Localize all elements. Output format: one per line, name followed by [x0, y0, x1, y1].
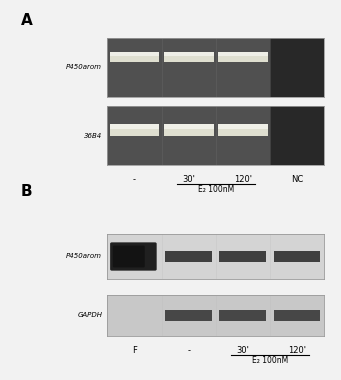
Text: GAPDH: GAPDH: [77, 312, 102, 318]
Bar: [218, 124, 268, 136]
Bar: [270, 38, 324, 97]
Bar: [164, 124, 213, 129]
Bar: [218, 124, 268, 129]
Bar: [165, 252, 212, 261]
Text: NC: NC: [291, 175, 303, 184]
FancyBboxPatch shape: [113, 245, 145, 268]
Text: 120': 120': [288, 346, 306, 355]
Text: 30': 30': [236, 346, 249, 355]
Text: A: A: [20, 13, 32, 28]
Bar: [220, 310, 266, 321]
Text: -: -: [133, 175, 136, 184]
Bar: [164, 124, 213, 136]
FancyBboxPatch shape: [110, 242, 157, 271]
Bar: [109, 52, 159, 62]
Bar: [270, 106, 324, 165]
Text: F: F: [132, 346, 137, 355]
Bar: [164, 52, 213, 56]
Text: E₂ 100nM: E₂ 100nM: [197, 185, 234, 195]
Text: 120': 120': [234, 175, 252, 184]
Text: 30': 30': [182, 175, 195, 184]
Bar: [220, 252, 266, 261]
Bar: [218, 52, 268, 56]
Bar: [109, 124, 159, 136]
Bar: [165, 310, 212, 321]
Text: P450arom: P450arom: [66, 253, 102, 260]
Text: E₂ 100nM: E₂ 100nM: [252, 356, 288, 366]
Bar: [218, 52, 268, 62]
Text: 36B4: 36B4: [84, 133, 102, 139]
Text: B: B: [20, 184, 32, 199]
Bar: [109, 124, 159, 129]
Text: P450arom: P450arom: [66, 65, 102, 70]
Text: -: -: [187, 346, 190, 355]
Bar: [273, 310, 320, 321]
Bar: [273, 252, 320, 261]
Bar: [164, 52, 213, 62]
Bar: [109, 52, 159, 56]
